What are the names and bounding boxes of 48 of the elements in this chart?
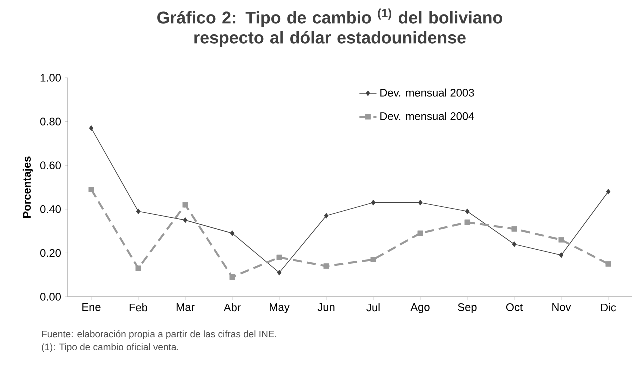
x-tick-label: Mar [176, 304, 195, 312]
point [88, 186, 94, 192]
point [230, 274, 236, 280]
y-tick-label: 1.00 [40, 74, 62, 82]
x-tick-label: Sep [458, 304, 477, 314]
legend-label: Dev. mensual 2004 [380, 112, 474, 120]
point [89, 126, 94, 132]
point [464, 220, 470, 226]
y-tick-label: 0.20 [40, 249, 62, 258]
x-tick-label: May [270, 304, 290, 314]
y-tick-label: 0.80 [40, 118, 62, 126]
point [277, 270, 282, 276]
x-tick-label: Jul [366, 304, 380, 312]
point [182, 202, 188, 208]
x-tick-label: Dic [601, 304, 616, 312]
point [606, 261, 612, 267]
x-tick-label: Ago [410, 304, 430, 314]
point [606, 189, 611, 195]
point [324, 264, 330, 270]
x-tick-label: Ene [82, 304, 101, 312]
point [418, 200, 423, 206]
x-tick-label: Jun [318, 304, 335, 312]
point [559, 252, 564, 258]
point [370, 257, 376, 263]
point [136, 266, 142, 272]
x-tick-label: Oct [506, 304, 523, 312]
point [512, 226, 518, 232]
point [512, 242, 517, 248]
text: (1): Tipo de cambio oficial venta. [42, 344, 178, 352]
y-tick-label: 0.00 [40, 293, 62, 301]
point [324, 213, 329, 219]
point [465, 208, 470, 214]
y-tick-label: 0.60 [40, 162, 62, 170]
x-tick-label: Nov [552, 304, 572, 312]
point [558, 237, 564, 243]
source-note: Fuente: elaboración propia a partir de las cifras del INE. [42, 330, 276, 340]
y-axis-title: Porcentajes [22, 156, 34, 218]
x-tick-label: Feb [130, 304, 148, 312]
point [136, 208, 141, 214]
y-tick-label: 0.40 [40, 206, 62, 214]
point [230, 230, 235, 236]
point [418, 230, 424, 236]
x-tick-label: Abr [224, 304, 241, 312]
point [183, 218, 188, 224]
point [371, 200, 376, 206]
chart-title: Gráfico 2: Tipo de cambio $^{(1)}$ del boliviano respecto al dólar estadounidense [158, 8, 502, 48]
point [276, 254, 282, 260]
legend-label: Dev. mensual 2003 [380, 88, 474, 97]
